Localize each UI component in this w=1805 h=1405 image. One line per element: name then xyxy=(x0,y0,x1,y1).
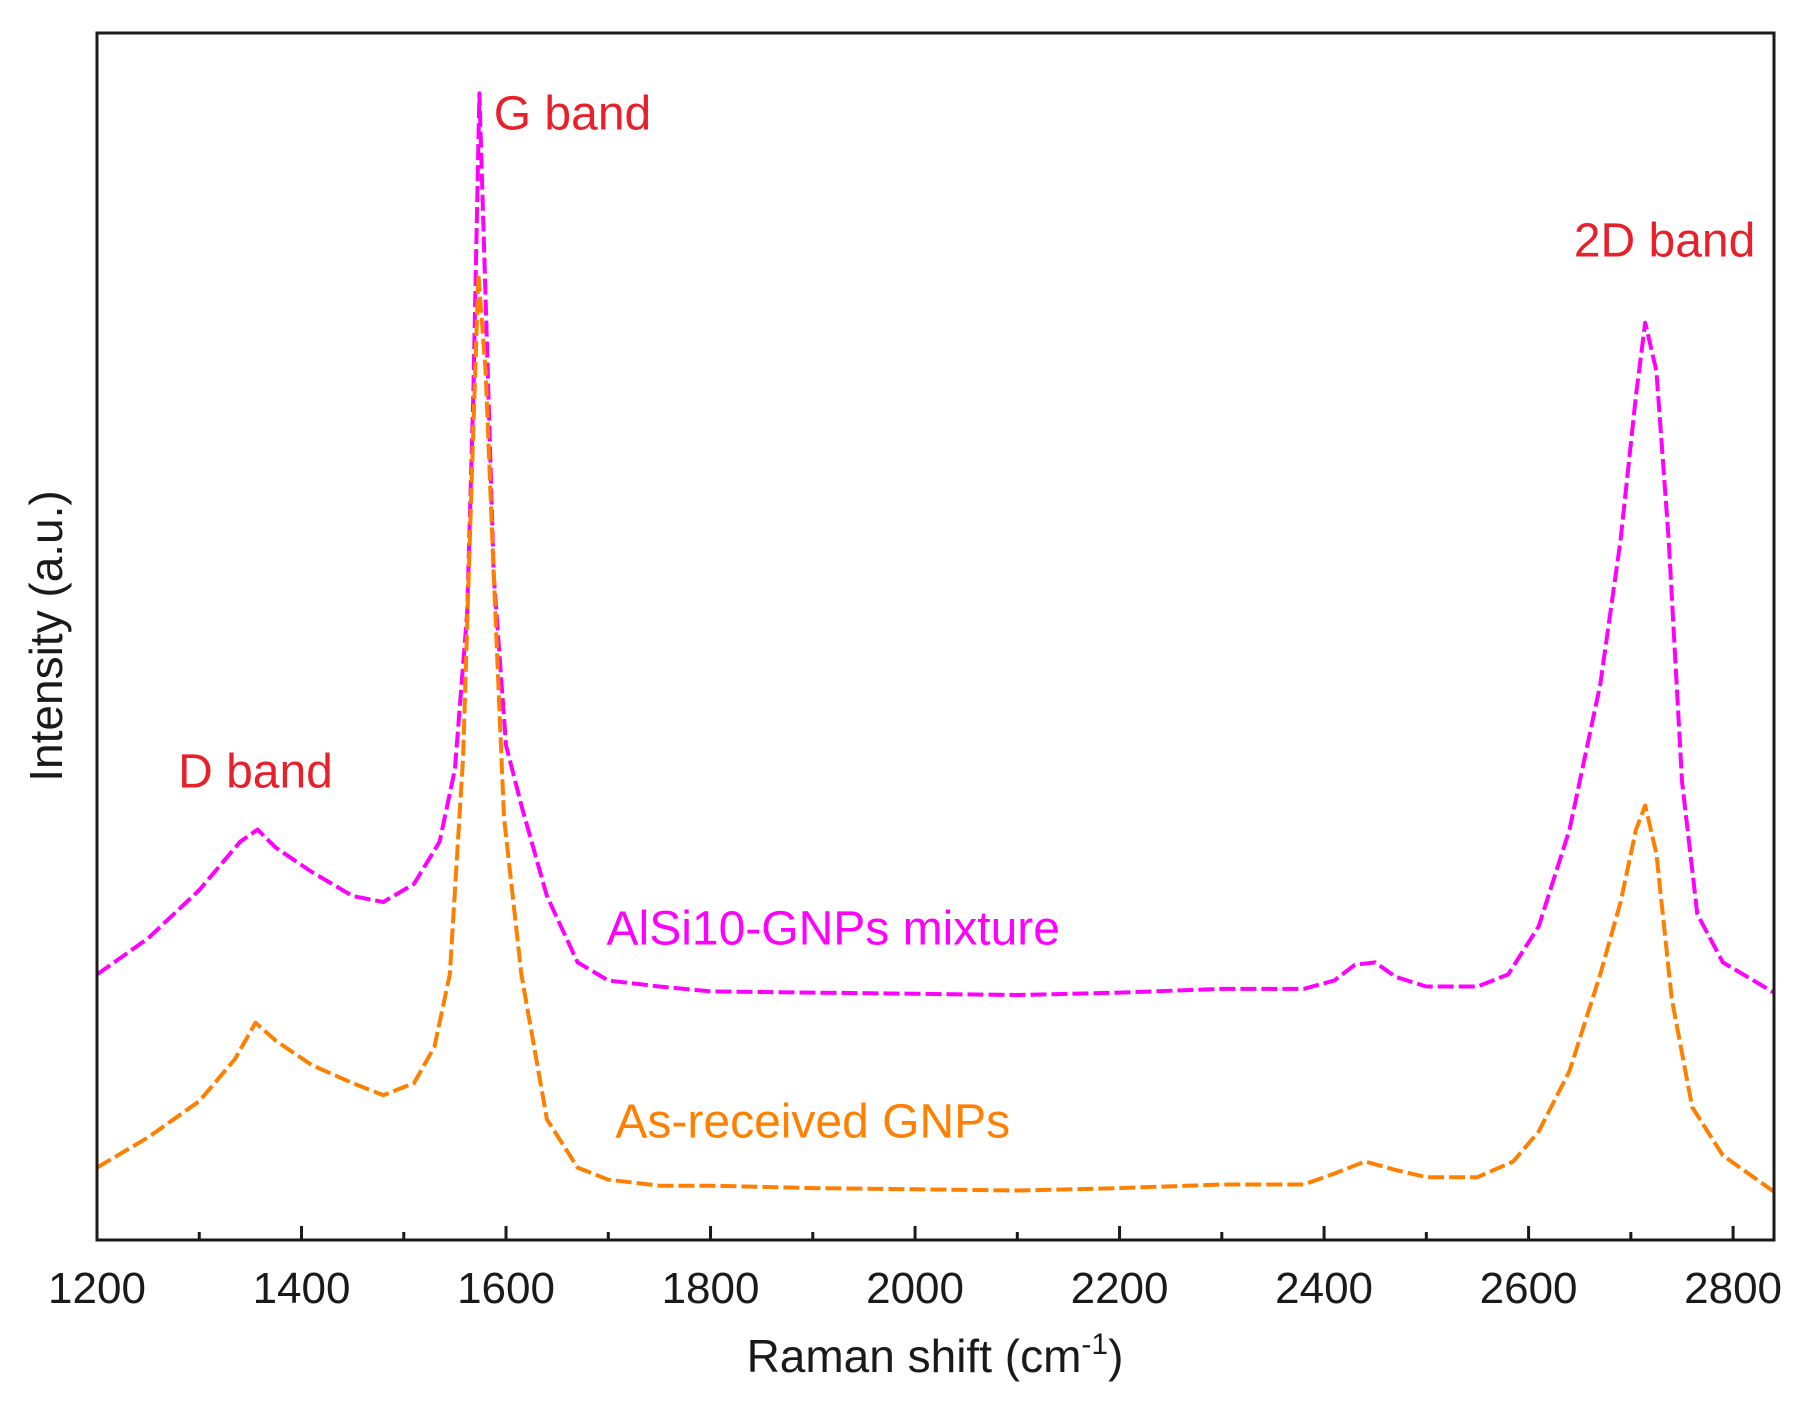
x-tick-label: 2200 xyxy=(1071,1264,1169,1313)
x-tick-label: 2600 xyxy=(1480,1264,1578,1313)
annotation-2d-band: 2D band xyxy=(1574,214,1755,267)
x-tick-label: 1200 xyxy=(48,1264,146,1313)
plot-frame xyxy=(95,31,1776,1242)
x-tick-label: 2400 xyxy=(1275,1264,1373,1313)
x-axis-title: Raman shift (cm-1) xyxy=(747,1328,1124,1382)
annotation-as-received-gnps: As-received GNPs xyxy=(615,1095,1010,1148)
series-layer xyxy=(95,91,1776,1194)
annotation-alsi10-gnps-mixture: AlSi10-GNPs mixture xyxy=(607,902,1060,955)
annotation-d-band: D band xyxy=(178,745,333,798)
x-tick-label: 2000 xyxy=(866,1264,964,1313)
x-tick-label: 1800 xyxy=(662,1264,760,1313)
annotation-g-band: G band xyxy=(494,88,651,141)
series-line-alsi10-gnps-mixture xyxy=(95,91,1776,997)
series-line-as-received-gnps xyxy=(95,272,1776,1194)
x-tick-label: 1400 xyxy=(253,1264,351,1313)
annotations-layer: D band G band 2D band AlSi10-GNPs mixture As… xyxy=(178,88,1755,1149)
x-tick-label: 2800 xyxy=(1684,1264,1782,1313)
x-axis-ticks: 1200 1400 1600 1800 2000 2200 2400 2600 2800 xyxy=(48,1226,1782,1313)
x-tick-label: 1600 xyxy=(457,1264,555,1313)
y-axis-title: Intensity (a.u.) xyxy=(20,490,72,781)
